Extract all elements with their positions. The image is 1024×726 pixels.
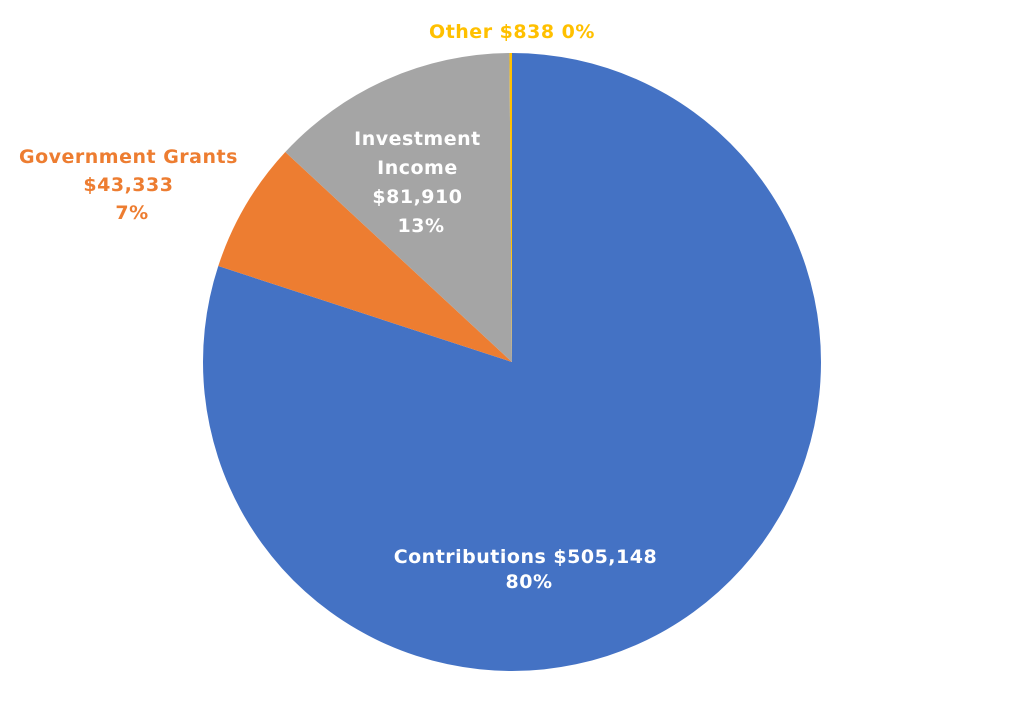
pie-slice-investment-income — [285, 53, 512, 362]
label-other: Other $838 0% — [429, 21, 595, 43]
label-investment-income-line4: 13% — [398, 215, 445, 237]
pie-slices — [202, 52, 821, 671]
label-investment-income-line2: Income — [377, 157, 458, 179]
label-contributions-line1: Contributions $505,148 — [394, 546, 657, 568]
label-contributions-line2: 80% — [506, 571, 553, 593]
label-investment-income-line3: $81,910 — [372, 186, 462, 208]
label-government-grants-line3: 7% — [115, 202, 148, 224]
label-government-grants-line1: Government Grants — [19, 146, 238, 168]
pie-slice-other — [509, 52, 512, 362]
pie-slice-government-grants — [218, 152, 512, 362]
label-investment-income: Investment Income $81,910 13% — [354, 128, 488, 237]
label-government-grants-line2: $43,333 — [83, 174, 173, 196]
pie-slice-contributions — [202, 53, 821, 671]
label-government-grants: Government Grants $43,333 7% — [19, 146, 245, 224]
label-investment-income-line1: Investment — [354, 128, 481, 150]
label-contributions: Contributions $505,148 80% — [394, 546, 665, 593]
label-other-line1: Other $838 0% — [429, 21, 595, 43]
